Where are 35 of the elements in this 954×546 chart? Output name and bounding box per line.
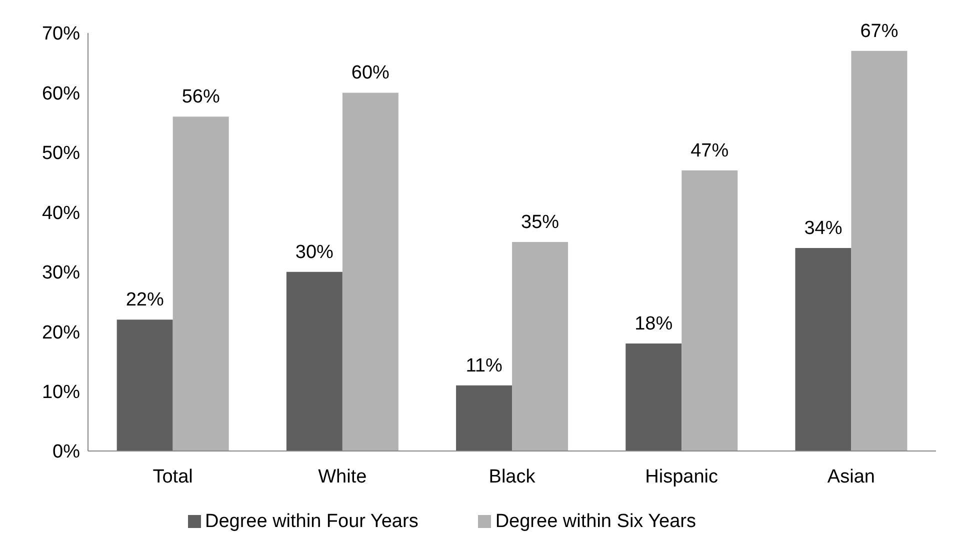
bar [512,242,568,451]
y-tick-label: 40% [42,202,80,224]
legend-label: Degree within Six Years [495,511,696,532]
bar [795,248,852,451]
bar [456,385,512,451]
data-label: 56% [182,86,220,108]
y-tick-label: 10% [42,382,80,404]
data-label: 35% [521,212,560,233]
y-tick-label: 70% [42,24,80,45]
data-label: 60% [351,62,390,84]
bar [851,50,908,451]
x-tick-label: Black [488,466,536,488]
legend-label: Degree within Four Years [204,511,418,532]
y-tick-label: 0% [52,442,80,463]
data-label: 67% [860,20,898,42]
data-label: 18% [634,314,673,335]
data-label: 34% [804,218,842,239]
bar [342,92,398,451]
y-tick-label: 20% [42,322,80,344]
bar [116,320,173,451]
bar [682,170,738,451]
data-label: 30% [295,242,334,263]
data-label: 47% [690,140,729,162]
y-tick-label: 30% [42,262,80,284]
y-tick-label: 50% [42,143,80,164]
bar [626,344,682,451]
bar [286,272,342,451]
x-tick-label: Asian [827,466,875,488]
x-tick-label: White [318,466,367,488]
y-tick-label: 60% [42,83,80,104]
data-label: 11% [466,355,502,376]
x-tick-label: Hispanic [645,466,718,488]
data-label: 22% [126,290,164,311]
x-tick-label: Total [152,466,193,488]
bar [172,116,229,451]
